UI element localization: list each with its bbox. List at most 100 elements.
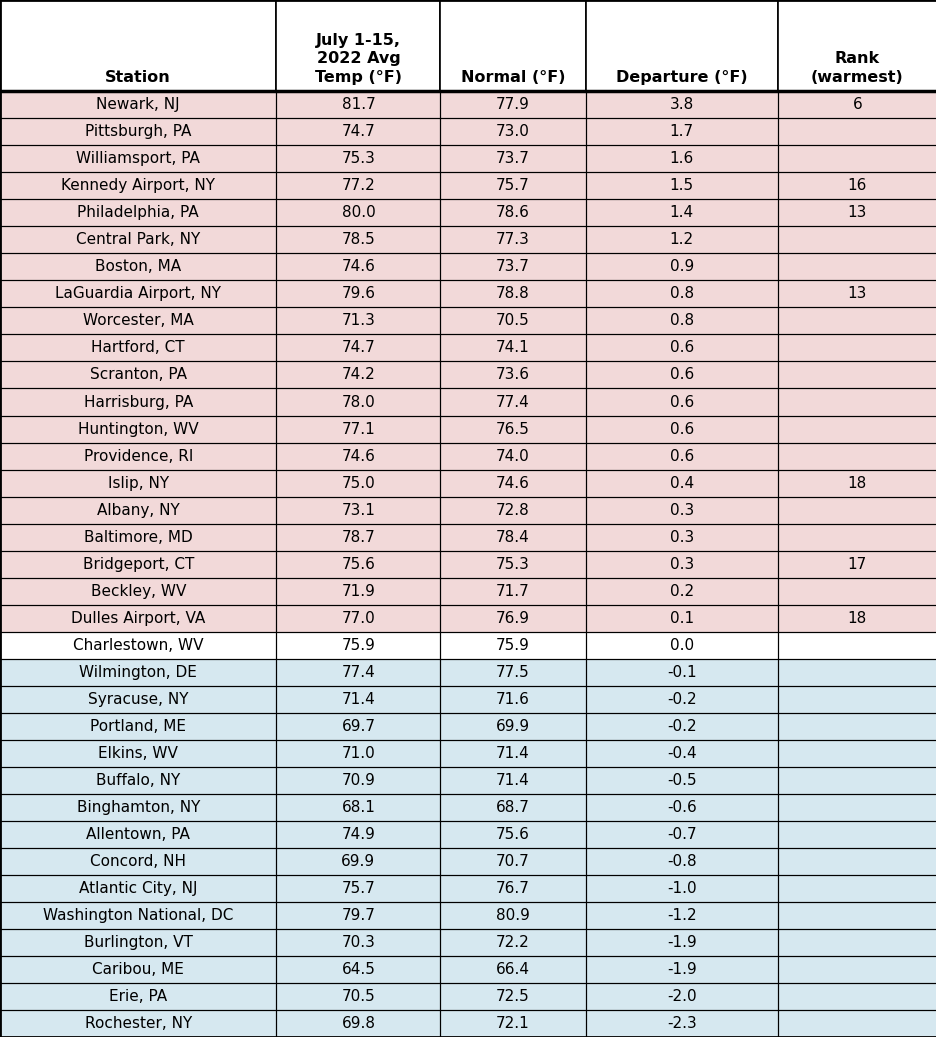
Text: Worcester, MA: Worcester, MA (82, 313, 194, 329)
Text: 0.6: 0.6 (669, 421, 693, 437)
Text: 77.0: 77.0 (341, 611, 375, 625)
Bar (0, 226, 276, 253)
Bar (585, 470, 777, 497)
Text: -0.2: -0.2 (666, 692, 695, 707)
Text: -0.6: -0.6 (666, 800, 695, 815)
Text: 73.1: 73.1 (341, 503, 375, 517)
Bar (440, 280, 585, 307)
Bar (440, 470, 585, 497)
Bar (585, 226, 777, 253)
Text: 77.1: 77.1 (341, 421, 375, 437)
Bar (585, 658, 777, 685)
Bar (0, 389, 276, 416)
Bar (440, 172, 585, 199)
Bar (276, 956, 440, 983)
Text: 79.7: 79.7 (341, 908, 375, 923)
Bar (440, 902, 585, 929)
Bar (0, 632, 936, 658)
Text: 74.6: 74.6 (341, 449, 375, 464)
Bar (777, 793, 936, 821)
Bar (440, 658, 585, 685)
Bar (0, 524, 936, 551)
Bar (585, 1010, 777, 1037)
Text: Islip, NY: Islip, NY (108, 476, 168, 491)
Bar (585, 685, 777, 712)
Text: 81.7: 81.7 (341, 97, 375, 112)
Bar (440, 307, 585, 335)
Bar (440, 578, 585, 605)
Bar (440, 983, 585, 1010)
Bar (276, 443, 440, 470)
Bar (440, 118, 585, 145)
Text: Baltimore, MD: Baltimore, MD (83, 530, 193, 544)
Text: 0.3: 0.3 (669, 530, 693, 544)
Bar (0, 226, 936, 253)
Text: 71.9: 71.9 (341, 584, 375, 598)
Bar (0, 280, 276, 307)
Bar (0, 551, 276, 578)
Bar (585, 335, 777, 362)
Bar (0, 335, 936, 362)
Bar (0, 578, 936, 605)
Text: 17: 17 (847, 557, 866, 571)
Text: July 1-15,
2022 Avg
Temp (°F): July 1-15, 2022 Avg Temp (°F) (314, 33, 402, 85)
Bar (777, 821, 936, 848)
Bar (0, 524, 276, 551)
Text: 0.4: 0.4 (669, 476, 693, 491)
Text: 16: 16 (847, 178, 866, 193)
Bar (440, 551, 585, 578)
Text: Elkins, WV: Elkins, WV (98, 746, 178, 761)
Text: 70.9: 70.9 (341, 773, 375, 788)
Bar (0, 712, 936, 739)
Text: 76.9: 76.9 (495, 611, 530, 625)
Text: 80.9: 80.9 (495, 908, 530, 923)
Bar (440, 848, 585, 875)
Bar (0, 956, 276, 983)
Bar (276, 470, 440, 497)
Text: 72.5: 72.5 (495, 989, 530, 1004)
Bar (0, 389, 936, 416)
Bar (276, 766, 440, 793)
Bar (440, 929, 585, 956)
Text: 73.0: 73.0 (495, 124, 530, 139)
Text: 72.1: 72.1 (495, 1016, 530, 1031)
Bar (777, 362, 936, 389)
Bar (777, 199, 936, 226)
Text: 77.2: 77.2 (341, 178, 375, 193)
Bar (0, 739, 936, 766)
Bar (585, 307, 777, 335)
Text: Normal (°F): Normal (°F) (461, 71, 564, 85)
Text: Rank
(warmest): Rank (warmest) (811, 52, 902, 85)
Bar (0, 91, 936, 118)
Text: Station: Station (105, 71, 171, 85)
Bar (777, 145, 936, 172)
Bar (440, 821, 585, 848)
Text: 78.5: 78.5 (341, 232, 375, 248)
Bar (276, 658, 440, 685)
Bar (440, 335, 585, 362)
Bar (585, 605, 777, 632)
Text: 75.7: 75.7 (341, 880, 375, 896)
Bar (0, 902, 936, 929)
Bar (0, 578, 276, 605)
Bar (777, 0, 936, 91)
Text: 77.9: 77.9 (495, 97, 530, 112)
Text: 64.5: 64.5 (341, 962, 375, 977)
Bar (276, 983, 440, 1010)
Bar (276, 875, 440, 902)
Bar (440, 739, 585, 766)
Text: 0.1: 0.1 (669, 611, 693, 625)
Bar (0, 1010, 276, 1037)
Bar (0, 766, 936, 793)
Text: 80.0: 80.0 (341, 205, 375, 220)
Bar (585, 280, 777, 307)
Bar (585, 578, 777, 605)
Text: -0.4: -0.4 (666, 746, 695, 761)
Bar (0, 253, 936, 280)
Bar (0, 766, 276, 793)
Text: Central Park, NY: Central Park, NY (76, 232, 200, 248)
Text: -1.9: -1.9 (666, 962, 695, 977)
Text: Hartford, CT: Hartford, CT (92, 340, 184, 356)
Text: 71.4: 71.4 (495, 746, 530, 761)
Text: 73.7: 73.7 (495, 151, 530, 166)
